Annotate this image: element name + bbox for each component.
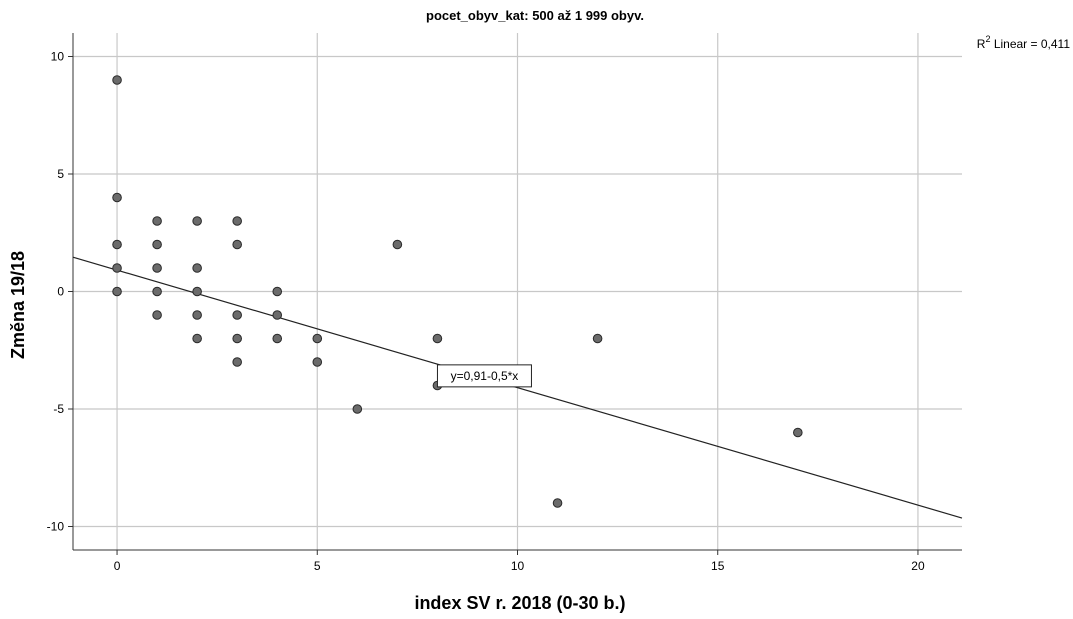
data-point <box>272 286 283 297</box>
x-axis-title: index SV r. 2018 (0-30 b.) <box>414 593 625 613</box>
axes <box>68 33 962 555</box>
data-point <box>192 310 202 320</box>
y-tick-label: 10 <box>51 50 65 64</box>
data-points <box>112 75 803 508</box>
grid-lines <box>73 33 962 550</box>
data-point <box>232 357 242 367</box>
data-point <box>793 427 803 438</box>
y-axis-title: Změna 19/18 <box>8 251 28 359</box>
data-point <box>232 310 242 320</box>
data-point <box>552 498 563 508</box>
y-tick-label: -10 <box>47 520 65 534</box>
data-point <box>232 216 242 226</box>
y-tick-label: -5 <box>53 402 64 416</box>
data-point <box>592 333 603 344</box>
data-point <box>192 216 202 226</box>
data-point <box>112 75 122 85</box>
r-squared-label: R2 Linear = 0,411 <box>977 34 1071 51</box>
data-point <box>152 310 162 320</box>
data-point <box>112 286 122 297</box>
data-point <box>112 192 122 203</box>
data-point <box>152 216 162 226</box>
data-point <box>272 310 283 320</box>
x-tick-label: 20 <box>911 559 925 573</box>
equation-box <box>436 364 532 388</box>
y-tick-label: 0 <box>57 285 64 299</box>
data-point <box>312 333 323 344</box>
x-tick-label: 0 <box>114 559 121 573</box>
data-point <box>232 333 242 344</box>
data-point <box>352 404 363 414</box>
data-point <box>152 239 162 250</box>
data-point <box>192 263 202 273</box>
x-tick-label: 10 <box>511 559 525 573</box>
data-point <box>272 333 283 344</box>
data-point <box>432 333 443 344</box>
x-tick-label: 5 <box>314 559 321 573</box>
y-tick-label: 5 <box>57 167 64 181</box>
data-point <box>232 239 242 250</box>
data-point <box>112 239 122 250</box>
chart-title: pocet_obyv_kat: 500 až 1 999 obyv. <box>426 8 644 23</box>
x-tick-label: 15 <box>711 559 725 573</box>
equation-label-group: y=0,91-0,5*x <box>436 364 532 388</box>
data-point <box>112 263 122 273</box>
data-point <box>192 286 202 297</box>
data-point <box>392 239 403 250</box>
data-point <box>312 357 323 367</box>
regression-line <box>72 256 963 519</box>
data-point <box>152 286 162 297</box>
data-point <box>192 333 202 344</box>
tick-labels: 0 5 10 15 20 10 5 0 -5 -10 <box>47 50 925 574</box>
equation-label: y=0,91-0,5*x <box>451 369 519 383</box>
data-point <box>152 263 162 273</box>
regression-line-group <box>72 256 963 519</box>
